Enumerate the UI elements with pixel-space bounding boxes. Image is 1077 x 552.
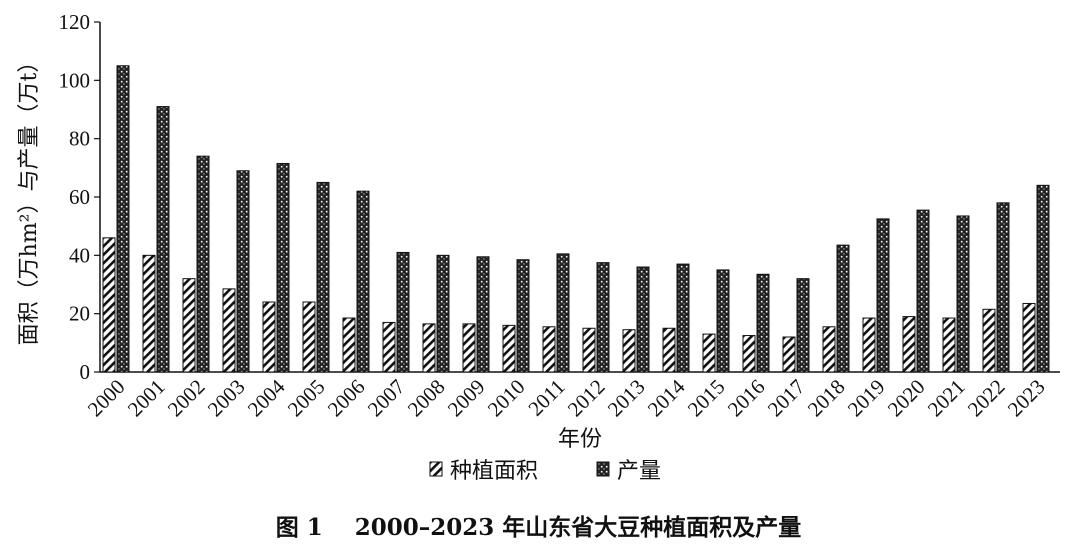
bar-area-2008: [422, 323, 436, 373]
bar-area-2009: [462, 323, 476, 373]
bar-yield-2005: [316, 181, 330, 373]
bar-area-2003: [222, 288, 236, 373]
x-tick-label: 2011: [523, 375, 569, 421]
bar-yield-2001: [156, 106, 170, 373]
bar-yield-2023: [1036, 184, 1050, 373]
x-tick-label: 2009: [443, 375, 490, 422]
y-tick-label: 80: [69, 127, 90, 151]
bar-area-2013: [622, 329, 636, 373]
figure-caption: 图 1 2000–2023 年山东省大豆种植面积及产量: [0, 508, 1077, 542]
bar-yield-2002: [196, 155, 210, 373]
bar-area-2022: [982, 308, 996, 373]
bar-yield-2018: [836, 244, 850, 373]
bar-yield-2012: [596, 262, 610, 373]
bars: [102, 65, 1050, 373]
y-tick-label: 120: [59, 10, 91, 34]
bar-area-2011: [542, 326, 556, 373]
bar-area-2004: [262, 301, 276, 373]
figure-caption-label: 图 1: [275, 514, 323, 541]
bar-area-2000: [102, 237, 116, 373]
bar-area-2014: [662, 327, 676, 373]
bar-yield-2004: [276, 162, 290, 373]
x-tick-label: 2004: [243, 374, 290, 421]
y-tick-label: 0: [80, 360, 91, 384]
bar-area-2015: [702, 333, 716, 373]
bar-yield-2019: [876, 218, 890, 373]
bar-yield-2013: [636, 266, 650, 373]
bar-yield-2020: [916, 209, 930, 373]
x-tick-label: 2006: [323, 375, 370, 422]
x-tick-label: 2013: [603, 375, 650, 422]
legend: 种植面积 产量: [429, 459, 661, 484]
x-tick-label: 2016: [723, 375, 770, 422]
x-tick-label: 2007: [363, 375, 410, 422]
figure-caption-text: 2000–2023 年山东省大豆种植面积及产量: [354, 514, 802, 541]
x-tick-label: 2008: [403, 375, 450, 422]
y-tick-label: 20: [69, 302, 90, 326]
x-tick-label: 2019: [843, 375, 890, 422]
bar-area-2010: [502, 324, 516, 373]
legend-swatch-area: [429, 461, 443, 477]
bar-area-2006: [342, 317, 356, 373]
bar-yield-2006: [356, 190, 370, 373]
bar-area-2005: [302, 301, 316, 373]
x-tick-label: 2002: [163, 375, 210, 422]
x-tick-label: 2020: [883, 375, 930, 422]
bar-area-2016: [742, 335, 756, 373]
bar-yield-2010: [516, 259, 530, 373]
bar-yield-2021: [956, 215, 970, 373]
y-tick-label: 40: [69, 243, 90, 267]
x-tick-label: 2003: [203, 375, 250, 422]
x-tick-label: 2014: [643, 374, 690, 421]
x-tick-label: 2018: [803, 375, 850, 422]
chart: 面积（万hm²）与产量（万t） 0 20 40 60 80 100 120 20002001…: [17, 10, 1060, 484]
y-axis-title: 面积（万hm²）与产量（万t）: [17, 51, 42, 346]
x-tick-label: 2010: [483, 375, 530, 422]
bar-yield-2014: [676, 263, 690, 373]
x-tick-label: 2017: [763, 375, 810, 422]
x-axis-title: 年份: [558, 427, 602, 452]
legend-swatch-yield: [596, 461, 610, 477]
bar-yield-2011: [556, 253, 570, 373]
bar-yield-2007: [396, 251, 410, 373]
bar-yield-2015: [716, 269, 730, 373]
y-tick-label: 100: [59, 68, 91, 92]
bar-area-2017: [782, 336, 796, 373]
bar-yield-2008: [436, 254, 450, 373]
bar-yield-2000: [116, 65, 130, 373]
bar-area-2018: [822, 326, 836, 373]
bar-area-2012: [582, 327, 596, 373]
y-axis-ticks: 0 20 40 60 80 100 120: [59, 10, 100, 384]
bar-area-2019: [862, 317, 876, 373]
x-tick-label: 2023: [1003, 375, 1050, 422]
bar-area-2020: [902, 316, 916, 373]
bar-area-2023: [1022, 302, 1036, 373]
bar-yield-2003: [236, 170, 250, 373]
bar-area-2021: [942, 317, 956, 373]
x-tick-label: 2005: [283, 375, 330, 422]
y-tick-label: 60: [69, 185, 90, 209]
bar-area-2001: [142, 254, 156, 373]
bar-area-2002: [182, 278, 196, 373]
x-tick-label: 2021: [923, 375, 970, 422]
legend-label-area: 种植面积: [450, 459, 538, 484]
x-tick-label: 2015: [683, 375, 730, 422]
bar-yield-2022: [996, 202, 1010, 373]
x-axis-ticks: 2000200120022003200420052006200720082009…: [83, 374, 1050, 421]
bar-yield-2016: [756, 273, 770, 373]
bar-yield-2017: [796, 278, 810, 373]
x-tick-label: 2012: [563, 375, 610, 422]
x-tick-label: 2022: [963, 375, 1010, 422]
bar-area-2007: [382, 321, 396, 373]
legend-label-yield: 产量: [617, 459, 661, 484]
x-tick-label: 2001: [123, 375, 170, 422]
bar-yield-2009: [476, 256, 490, 373]
